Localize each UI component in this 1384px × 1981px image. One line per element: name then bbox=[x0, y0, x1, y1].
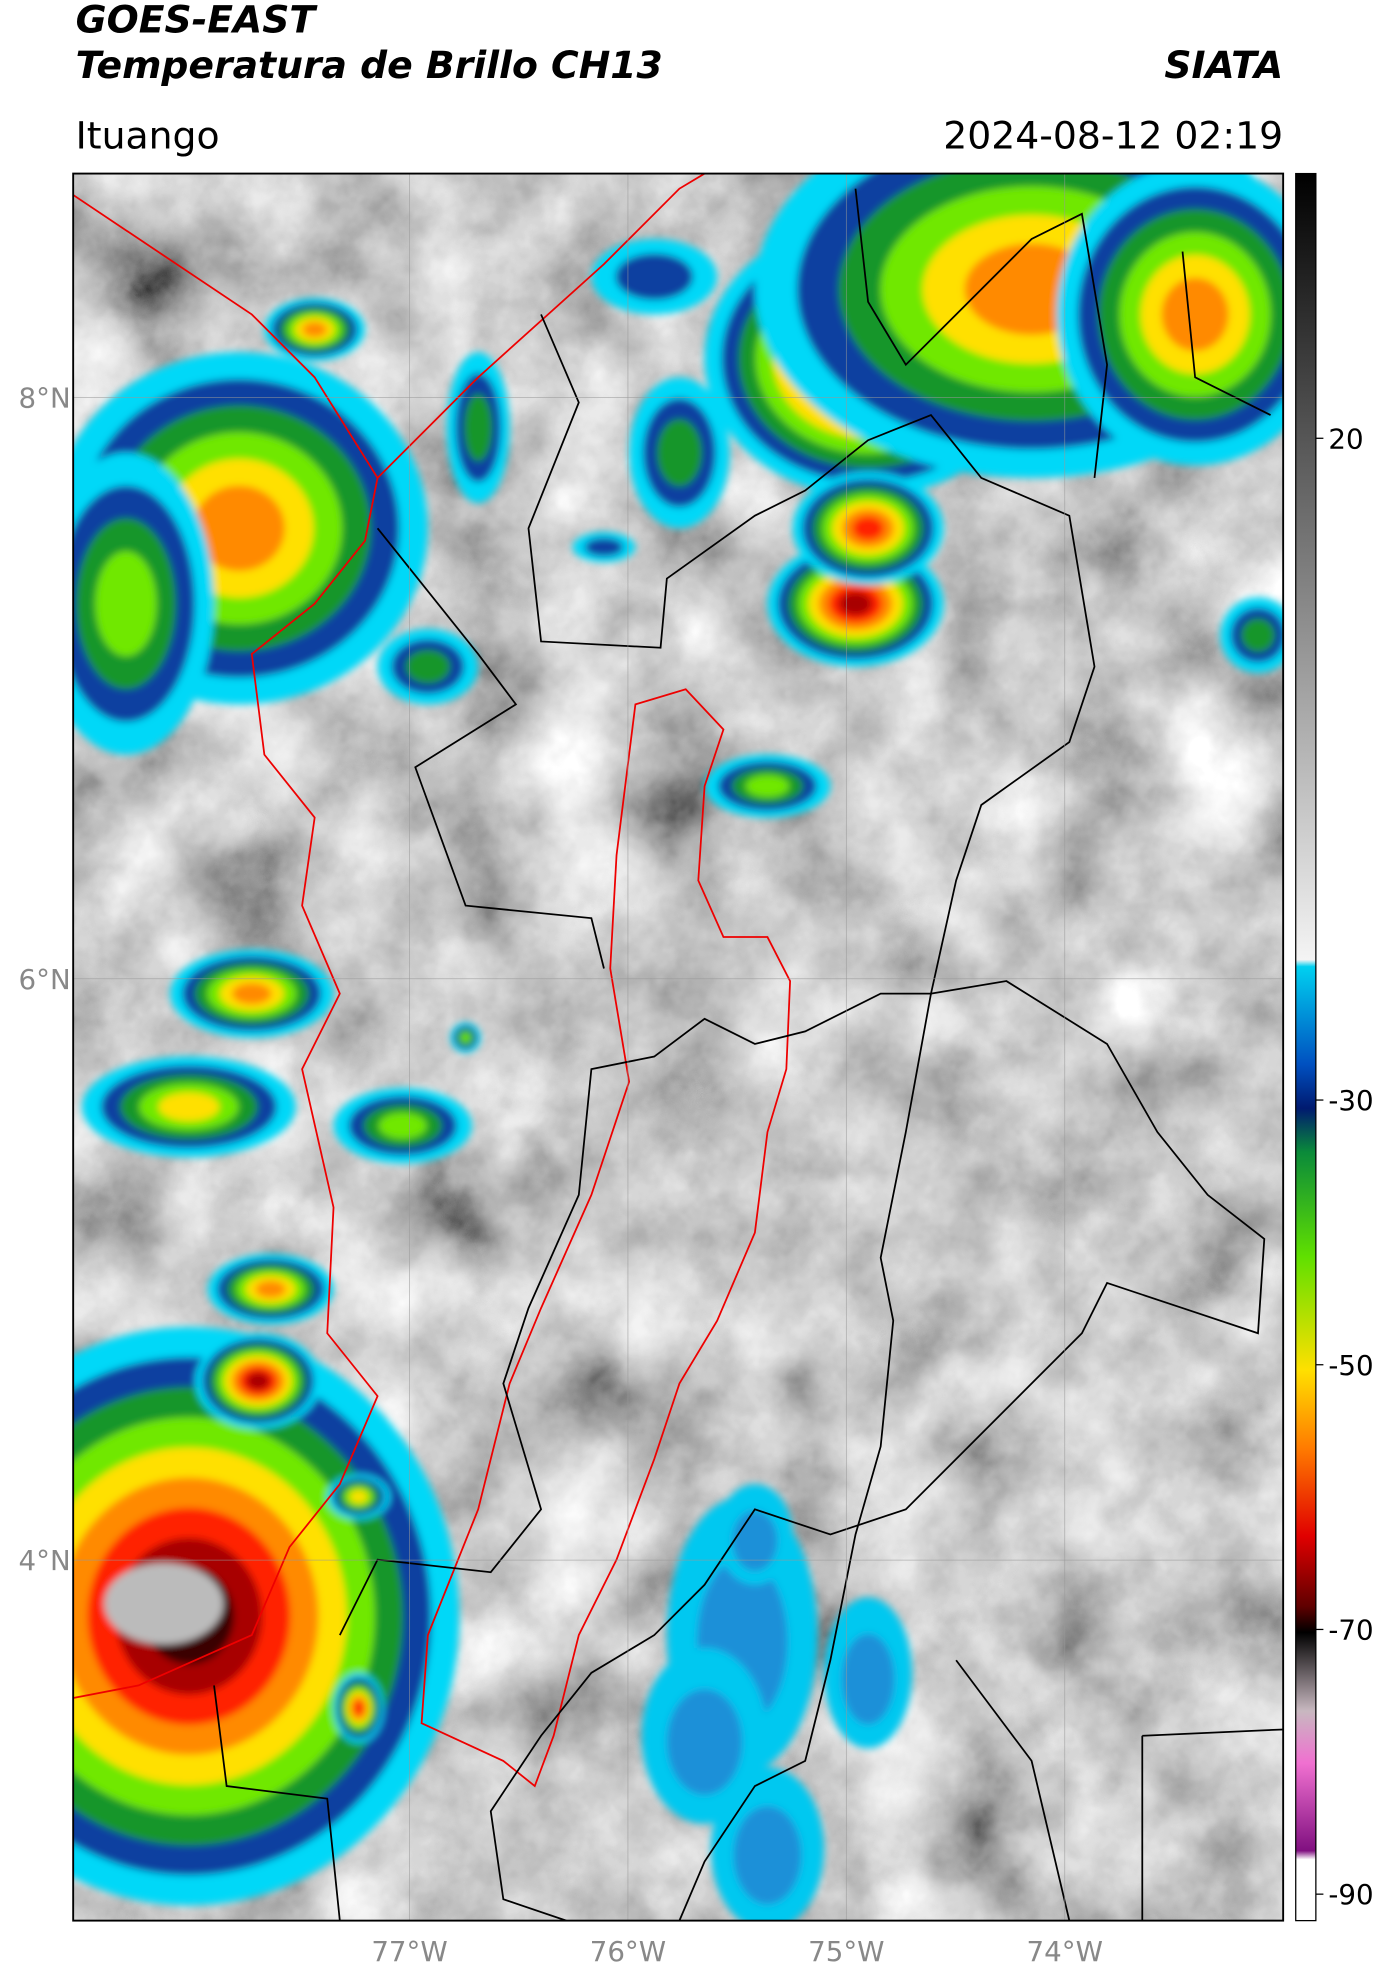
lat-tick-label: 4°N bbox=[19, 1544, 71, 1577]
cloud-top bbox=[464, 394, 493, 462]
cloud-top bbox=[745, 775, 790, 798]
lon-tick-label: 77°W bbox=[371, 1935, 447, 1968]
cloud-core bbox=[104, 1563, 224, 1645]
cloud-top bbox=[733, 1806, 802, 1905]
cloud-top bbox=[193, 485, 285, 571]
lon-tick-label: 74°W bbox=[1027, 1935, 1103, 1968]
cloud-top bbox=[95, 551, 157, 657]
cloud-top bbox=[1241, 618, 1275, 652]
colorbar-tick-label: -50 bbox=[1328, 1349, 1373, 1382]
map-image bbox=[73, 173, 1284, 1921]
colorbar-tick-label: -30 bbox=[1328, 1084, 1373, 1117]
cloud-top bbox=[666, 1689, 743, 1795]
cloud-top bbox=[246, 1372, 270, 1390]
title: GOES-EAST bbox=[76, 0, 319, 42]
cloud-top bbox=[732, 1510, 778, 1571]
cloud-top bbox=[584, 537, 624, 557]
cloud-top bbox=[158, 1092, 220, 1122]
brand: SIATA bbox=[1164, 43, 1283, 87]
cloud-top bbox=[255, 1280, 286, 1298]
cloud-top bbox=[302, 321, 327, 338]
datetime: 2024-08-12 02:19 bbox=[943, 113, 1283, 157]
map-frame bbox=[72, 172, 1285, 1922]
cloud-top bbox=[231, 982, 272, 1005]
cloud-top bbox=[615, 253, 693, 300]
borders bbox=[73, 173, 1284, 1921]
cloud-top bbox=[349, 1490, 368, 1504]
location: Ituango bbox=[76, 113, 220, 157]
cloud-top bbox=[460, 1032, 471, 1043]
lon-tick-label: 75°W bbox=[808, 1935, 884, 1968]
cloud-top bbox=[852, 516, 884, 541]
cloud-top bbox=[839, 592, 872, 616]
colorbar-tick-label: -90 bbox=[1328, 1878, 1373, 1911]
colorbar-tick-label: 20 bbox=[1328, 422, 1363, 455]
lat-tick-label: 8°N bbox=[19, 381, 71, 414]
lat-tick-label: 6°N bbox=[19, 963, 71, 996]
cloud-top bbox=[353, 1700, 364, 1716]
cloud-top bbox=[1161, 277, 1229, 352]
colorbar bbox=[1295, 172, 1317, 1922]
colorbar-tick-label: -70 bbox=[1328, 1614, 1373, 1647]
lon-tick-label: 76°W bbox=[590, 1935, 666, 1968]
cloud-top bbox=[378, 1112, 427, 1139]
graticule bbox=[73, 173, 1284, 1921]
cloud-top bbox=[657, 419, 702, 487]
subtitle: Temperatura de Brillo CH13 bbox=[76, 43, 663, 87]
cloud-top bbox=[405, 649, 451, 684]
cloud-top bbox=[841, 1633, 895, 1725]
